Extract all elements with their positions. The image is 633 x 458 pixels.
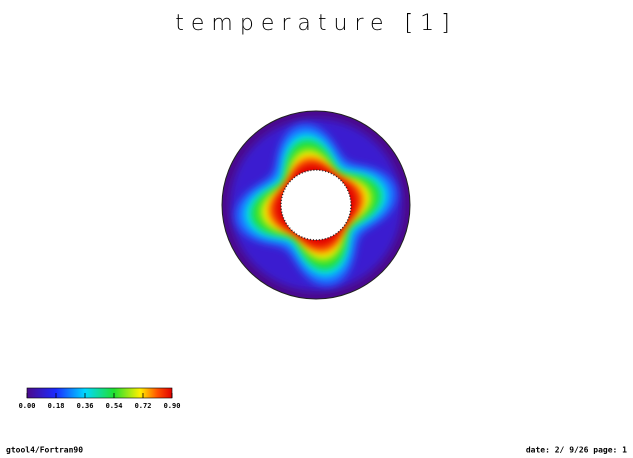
outer-boundary xyxy=(221,110,411,300)
inner-boundary xyxy=(280,169,352,241)
footer-right: date: 2/ 9/26 page: 1 xyxy=(526,446,627,455)
colorbar-tick-label: 0.54 xyxy=(106,402,123,410)
colorbar-tick-label: 0.36 xyxy=(77,402,94,410)
footer-left: gtool4/Fortran90 xyxy=(6,446,83,455)
colorbar-tick-label: 0.00 xyxy=(19,402,36,410)
colorbar-tick-label: 0.90 xyxy=(164,402,181,410)
colorbar xyxy=(26,387,173,399)
colorbar-tick-label: 0.72 xyxy=(135,402,152,410)
colorbar-tick-label: 0.18 xyxy=(48,402,65,410)
chart-title: temperature [1] xyxy=(175,11,456,36)
colorbar-axis: 0.00 0.18 0.36 0.54 0.72 0.90 xyxy=(19,393,181,410)
